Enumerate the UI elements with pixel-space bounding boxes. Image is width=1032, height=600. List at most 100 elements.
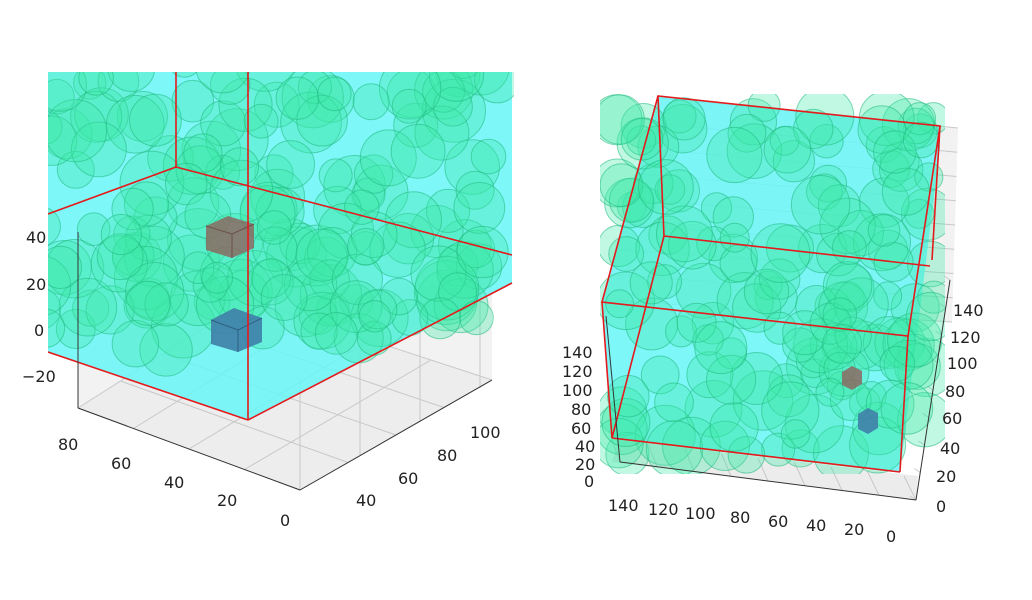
right-axis-lines bbox=[605, 279, 951, 501]
sphere bbox=[284, 258, 338, 312]
sphere bbox=[865, 126, 903, 163]
sphere bbox=[107, 72, 155, 92]
sphere bbox=[380, 277, 418, 316]
sphere bbox=[139, 323, 193, 377]
sphere bbox=[449, 72, 479, 79]
sphere bbox=[719, 222, 750, 253]
sphere bbox=[85, 285, 135, 335]
sphere bbox=[48, 239, 105, 299]
sphere bbox=[819, 197, 876, 255]
grid-line bbox=[611, 439, 621, 463]
sphere bbox=[243, 103, 279, 139]
sphere bbox=[350, 211, 398, 259]
left-x-tick: 40 bbox=[356, 491, 376, 510]
sphere bbox=[106, 95, 165, 154]
left-y-tick: 80 bbox=[58, 435, 78, 454]
sphere bbox=[181, 120, 242, 181]
right-z-tick: 80 bbox=[571, 400, 591, 419]
sphere bbox=[601, 398, 651, 447]
sphere bbox=[169, 270, 226, 327]
sphere bbox=[706, 354, 757, 405]
sphere bbox=[260, 274, 308, 321]
left-x-tick: 60 bbox=[398, 469, 418, 488]
sphere bbox=[795, 344, 831, 379]
right-x-tick: 40 bbox=[806, 516, 826, 535]
sphere bbox=[111, 187, 154, 231]
left-brown-cube bbox=[205, 216, 255, 258]
sphere bbox=[873, 130, 917, 174]
grid-line bbox=[648, 444, 658, 467]
sphere bbox=[353, 154, 394, 194]
sphere bbox=[853, 213, 911, 272]
right-z-tick: 20 bbox=[575, 455, 595, 474]
grid-line bbox=[867, 471, 880, 496]
right-y-tick: 60 bbox=[942, 409, 962, 428]
sphere bbox=[790, 175, 851, 235]
right-y-tick: 40 bbox=[940, 439, 960, 458]
grid-line bbox=[757, 457, 769, 482]
sphere bbox=[656, 205, 713, 263]
sphere bbox=[862, 316, 916, 369]
right-spheres bbox=[600, 94, 945, 474]
right-3d-axes: 140 120 100 80 60 40 20 0 140 120 100 80… bbox=[562, 94, 984, 546]
sphere bbox=[227, 250, 284, 307]
sphere bbox=[329, 280, 383, 334]
sphere bbox=[902, 102, 937, 136]
grid-line bbox=[903, 475, 917, 501]
right-x-tick: 20 bbox=[844, 520, 864, 539]
grid-line bbox=[918, 440, 925, 446]
right-box-edges bbox=[600, 95, 941, 473]
grid-line bbox=[943, 275, 951, 281]
sphere bbox=[712, 196, 754, 238]
right-z-tick: 120 bbox=[562, 362, 593, 381]
grid-line bbox=[922, 413, 930, 418]
right-x-tick: 140 bbox=[608, 496, 639, 515]
left-y-tick: 20 bbox=[217, 491, 237, 510]
sphere bbox=[144, 282, 189, 327]
sphere bbox=[48, 245, 82, 289]
sphere bbox=[201, 261, 234, 294]
sphere bbox=[390, 123, 446, 179]
sphere bbox=[352, 83, 390, 121]
sphere bbox=[879, 345, 916, 382]
sphere bbox=[48, 109, 63, 145]
sphere bbox=[48, 72, 87, 112]
sphere bbox=[782, 327, 818, 363]
sphere bbox=[48, 308, 66, 348]
sphere bbox=[318, 158, 353, 193]
sphere bbox=[410, 245, 467, 302]
sphere bbox=[348, 231, 384, 266]
right-z-tick: 100 bbox=[562, 381, 593, 400]
sphere bbox=[709, 402, 759, 452]
sphere bbox=[686, 351, 734, 399]
sphere bbox=[385, 191, 442, 249]
left-x-tick: 100 bbox=[470, 423, 501, 442]
sphere bbox=[638, 159, 694, 215]
sphere bbox=[608, 236, 645, 272]
sphere bbox=[78, 72, 114, 96]
left-z-tick: −20 bbox=[22, 367, 56, 386]
left-spheres bbox=[48, 72, 514, 377]
sphere bbox=[879, 147, 924, 192]
right-x-tick: 0 bbox=[886, 527, 896, 546]
sphere bbox=[111, 320, 160, 368]
sphere bbox=[905, 291, 945, 342]
right-x-tick: 80 bbox=[730, 508, 750, 527]
right-x-tick: 60 bbox=[768, 512, 788, 531]
sphere bbox=[125, 280, 171, 326]
sphere bbox=[433, 86, 473, 127]
sphere bbox=[904, 198, 935, 229]
sphere bbox=[822, 297, 858, 332]
sphere bbox=[164, 162, 208, 206]
sphere bbox=[344, 189, 380, 225]
sphere bbox=[357, 289, 398, 330]
sphere bbox=[90, 235, 149, 293]
sphere bbox=[780, 419, 811, 449]
sphere bbox=[147, 135, 194, 182]
sphere bbox=[347, 227, 385, 266]
left-y-tick: 60 bbox=[111, 454, 131, 473]
sphere bbox=[210, 72, 251, 105]
sphere bbox=[100, 213, 142, 256]
sphere bbox=[658, 104, 708, 154]
